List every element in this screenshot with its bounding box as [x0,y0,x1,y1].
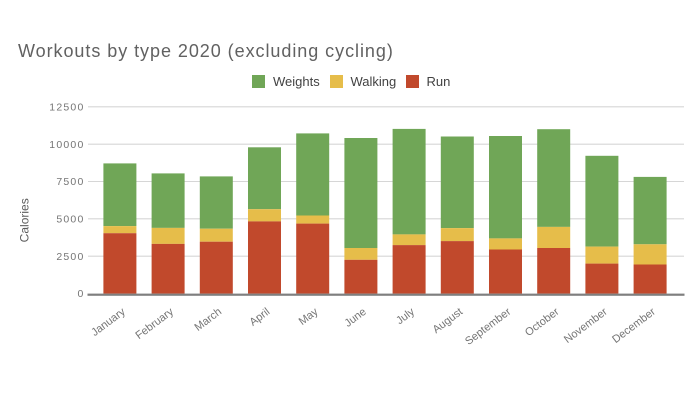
svg-text:12500: 12500 [49,101,84,113]
svg-text:0: 0 [77,288,84,300]
svg-text:Walking: Walking [351,74,397,89]
svg-text:Weights: Weights [273,74,320,89]
svg-text:10000: 10000 [49,139,84,151]
svg-text:Workouts by type 2020 (excludi: Workouts by type 2020 (excluding cycling… [18,41,394,61]
svg-text:5000: 5000 [56,214,84,226]
svg-text:2500: 2500 [56,251,84,263]
svg-text:7500: 7500 [56,176,84,188]
svg-text:Run: Run [427,74,451,89]
svg-text:Calories: Calories [18,198,32,242]
